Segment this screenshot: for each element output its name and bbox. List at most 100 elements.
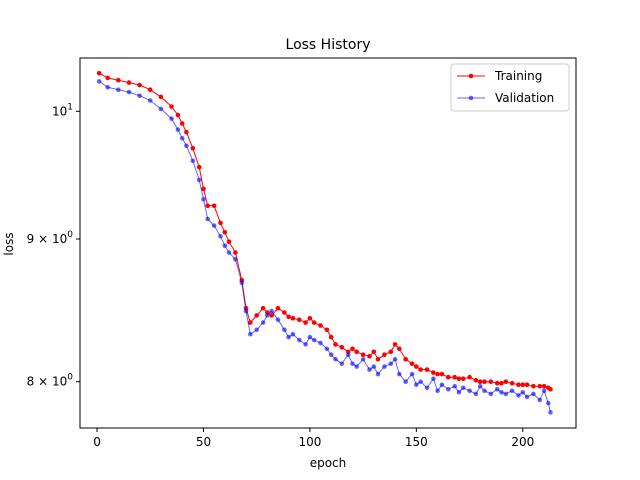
data-point	[409, 361, 415, 367]
data-point	[184, 129, 189, 135]
data-point	[211, 223, 217, 228]
data-point	[196, 164, 202, 170]
data-point	[254, 327, 259, 333]
data-point	[324, 327, 330, 333]
data-point	[499, 380, 504, 386]
data-point	[460, 385, 466, 391]
data-point	[184, 143, 189, 148]
data-point	[190, 145, 196, 151]
data-point	[290, 316, 296, 321]
data-point	[414, 364, 419, 369]
data-point	[548, 410, 553, 415]
data-point	[388, 361, 394, 367]
data-point	[488, 391, 494, 397]
data-point	[350, 361, 355, 367]
data-point	[137, 82, 142, 88]
data-point	[233, 250, 238, 255]
data-point	[548, 387, 553, 392]
data-point	[354, 349, 360, 355]
data-point	[333, 342, 338, 347]
data-point	[179, 121, 185, 126]
data-point	[328, 334, 334, 340]
y-tick-label: 8 × 100	[27, 373, 74, 389]
data-point	[205, 203, 210, 209]
data-point	[311, 320, 317, 325]
legend-label: Training	[494, 69, 542, 83]
data-point	[531, 383, 536, 389]
data-point	[375, 356, 381, 362]
data-point	[403, 379, 409, 385]
data-point	[354, 364, 360, 369]
data-point	[409, 371, 415, 377]
x-tick-label: 0	[93, 435, 101, 449]
data-point	[367, 367, 372, 372]
x-tick-label: 200	[511, 435, 534, 449]
data-point	[431, 370, 436, 375]
data-point	[477, 383, 483, 389]
data-point	[175, 112, 181, 118]
data-point	[201, 186, 206, 192]
data-point	[509, 380, 515, 386]
data-point	[137, 93, 142, 98]
x-axis-label: epoch	[310, 456, 347, 470]
data-point	[460, 376, 466, 382]
data-point	[303, 342, 308, 347]
data-point	[537, 397, 543, 403]
data-point	[382, 352, 387, 358]
data-point	[290, 331, 296, 337]
data-point	[275, 317, 281, 323]
data-point	[222, 230, 228, 235]
data-point	[439, 371, 445, 377]
data-point	[456, 390, 462, 395]
series-training	[96, 70, 553, 392]
data-point	[147, 98, 153, 103]
x-tick-label: 100	[298, 435, 321, 449]
data-point	[537, 383, 543, 389]
data-point	[190, 158, 196, 164]
data-point	[482, 379, 487, 385]
data-point	[494, 387, 500, 392]
data-point	[303, 320, 308, 325]
data-point	[477, 379, 483, 385]
data-point	[96, 70, 102, 76]
legend-marker	[468, 95, 474, 101]
data-point	[260, 305, 266, 311]
data-point	[243, 308, 249, 314]
data-point	[397, 346, 402, 352]
axes-frame	[79, 57, 577, 429]
data-point	[218, 234, 223, 239]
data-point	[520, 390, 526, 395]
data-point	[126, 80, 132, 85]
axis-ticks: 0 50 100 150 200 8 × 100 9 × 100 101	[27, 102, 535, 449]
data-point	[524, 394, 530, 400]
data-point	[318, 323, 323, 328]
y-tick-label: 101	[52, 102, 73, 118]
data-point	[531, 391, 536, 397]
data-point	[269, 308, 274, 314]
data-point	[260, 320, 266, 325]
data-point	[286, 314, 291, 320]
data-point	[452, 383, 458, 389]
legend: Training Validation	[450, 63, 570, 112]
data-point	[439, 382, 445, 388]
data-point	[382, 364, 387, 369]
data-point	[239, 280, 245, 286]
data-point	[116, 77, 121, 83]
data-point	[158, 94, 164, 100]
y-tick-label: 9 × 100	[27, 230, 74, 246]
data-point	[282, 327, 287, 333]
data-point	[467, 374, 472, 380]
data-point	[375, 371, 381, 377]
data-point	[218, 220, 223, 226]
data-point	[265, 313, 270, 318]
data-point	[226, 250, 232, 255]
data-point	[520, 382, 526, 388]
chart-title: Loss History	[286, 37, 371, 53]
series-line	[98, 80, 551, 413]
data-point	[546, 400, 551, 406]
data-point	[503, 379, 509, 385]
data-point	[435, 388, 440, 394]
data-point	[339, 345, 345, 350]
data-point	[418, 367, 423, 372]
